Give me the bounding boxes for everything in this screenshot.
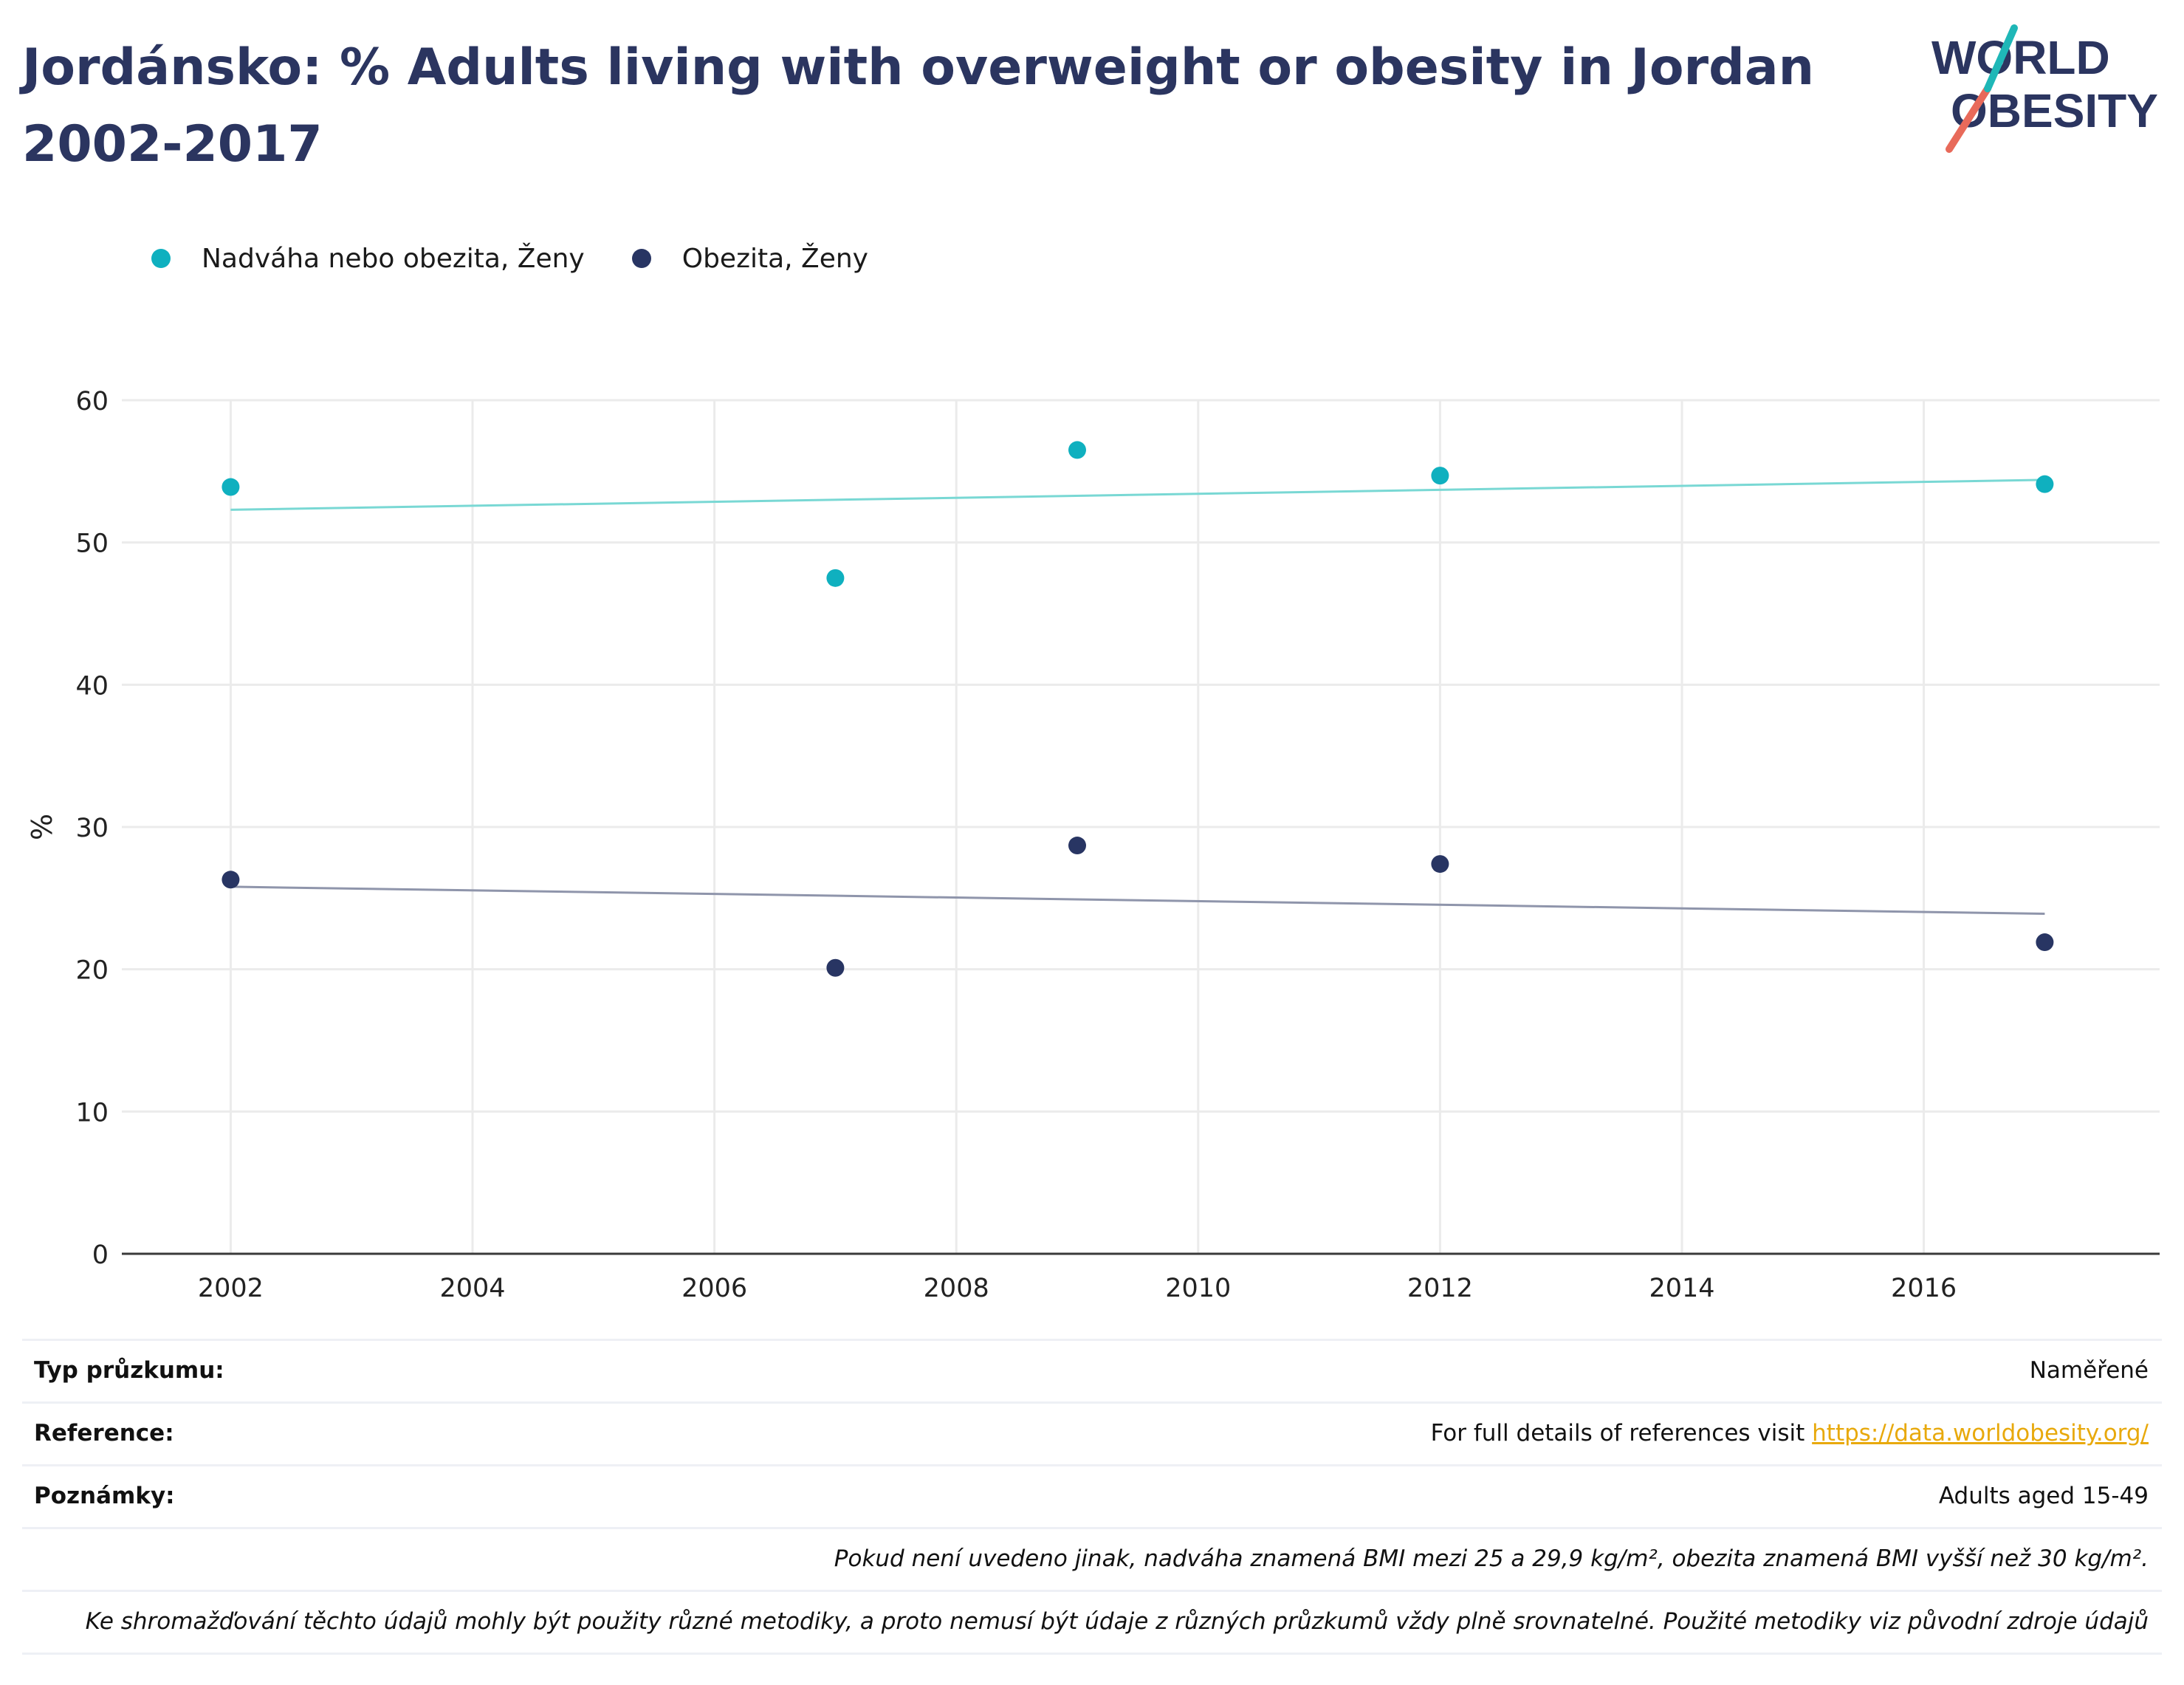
y-tick-label: 60 bbox=[75, 387, 109, 416]
x-tick-label: 2012 bbox=[1407, 1274, 1473, 1303]
info-row-bmi-note: Pokud není uvedeno jinak, nadváha znamen… bbox=[22, 1527, 2162, 1590]
survey-type-value: Naměřené bbox=[2029, 1357, 2149, 1384]
y-tick-label: 10 bbox=[75, 1098, 109, 1128]
chart-plot: 0 10 20 30 40 50 60 2002 2004 2006 2008 2010 2012 201… bbox=[26, 387, 2160, 1303]
survey-type-label: Typ průzkumu: bbox=[34, 1357, 224, 1384]
data-point bbox=[2036, 933, 2054, 952]
legend-label-obesity: Obezita, Ženy bbox=[681, 243, 868, 274]
x-tick-label: 2014 bbox=[1649, 1274, 1714, 1303]
y-tick-label: 40 bbox=[75, 671, 109, 701]
logo-slash-teal bbox=[1984, 24, 2018, 92]
info-table: Typ průzkumu: Naměřené Reference: For fu… bbox=[22, 1339, 2162, 1655]
y-axis-label: % bbox=[26, 814, 58, 840]
data-point bbox=[2036, 475, 2054, 493]
trend-line bbox=[230, 478, 2045, 511]
data-points bbox=[222, 441, 2054, 977]
info-row-reference: Reference: For full details of reference… bbox=[22, 1401, 2162, 1464]
reference-label: Reference: bbox=[34, 1420, 174, 1447]
legend: Nadváha nebo obezita, Ženy Obezita, Ženy bbox=[151, 240, 916, 277]
chart-title: Jordánsko: % Adults living with overweig… bbox=[22, 38, 1815, 174]
y-tick-label: 30 bbox=[75, 814, 109, 843]
methodology-note: Ke shromažďování těchto údajů mohly být … bbox=[85, 1608, 2149, 1635]
legend-item-overweight[interactable]: Nadváha nebo obezita, Ženy bbox=[151, 244, 585, 274]
bmi-definition-note: Pokud není uvedeno jinak, nadváha znamen… bbox=[834, 1545, 2149, 1572]
axes: 0 10 20 30 40 50 60 2002 2004 2006 2008 2010 2012 201… bbox=[75, 387, 2160, 1303]
info-row-notes: Poznámky: Adults aged 15-49 bbox=[22, 1464, 2162, 1527]
data-point bbox=[826, 958, 845, 977]
info-row-methods-note: Ke shromažďování těchto údajů mohly být … bbox=[22, 1590, 2162, 1655]
reference-text: For full details of references visit bbox=[1430, 1420, 1813, 1447]
logo-slash-red bbox=[1946, 85, 1991, 153]
data-point bbox=[1431, 467, 1449, 485]
notes-value: Adults aged 15-49 bbox=[1938, 1483, 2149, 1509]
x-tick-label: 2008 bbox=[924, 1274, 989, 1303]
legend-item-obesity[interactable]: Obezita, Ženy bbox=[631, 243, 868, 274]
y-tick-label: 20 bbox=[75, 956, 109, 986]
data-point bbox=[1068, 837, 1087, 855]
world-obesity-logo: WORLD OBESITY bbox=[1931, 24, 2158, 153]
data-point bbox=[826, 569, 845, 587]
notes-label: Poznámky: bbox=[34, 1483, 175, 1509]
trend-lines bbox=[230, 478, 2045, 916]
legend-marker-overweight bbox=[151, 249, 171, 268]
data-point bbox=[1431, 855, 1449, 874]
x-tick-label: 2016 bbox=[1891, 1274, 1957, 1303]
legend-label-overweight: Nadváha nebo obezita, Ženy bbox=[202, 243, 585, 274]
x-tick-label: 2006 bbox=[681, 1274, 747, 1303]
x-tick-label: 2004 bbox=[439, 1274, 505, 1303]
x-tick-label: 2002 bbox=[198, 1274, 264, 1303]
reference-link[interactable]: https://data.worldobesity.org/ bbox=[1812, 1420, 2149, 1447]
info-row-survey-type: Typ průzkumu: Naměřené bbox=[22, 1339, 2162, 1401]
grid-lines bbox=[122, 399, 2160, 1254]
y-tick-label: 0 bbox=[92, 1240, 109, 1270]
logo-text-world: WORLD bbox=[1931, 31, 2110, 84]
data-point bbox=[222, 478, 240, 496]
data-point bbox=[1068, 441, 1087, 459]
legend-marker-obesity bbox=[631, 249, 651, 268]
data-point bbox=[222, 871, 240, 889]
trend-line bbox=[230, 885, 2045, 916]
reference-value: For full details of references visit htt… bbox=[1431, 1420, 2149, 1447]
y-tick-label: 50 bbox=[75, 529, 109, 559]
x-tick-label: 2010 bbox=[1165, 1274, 1231, 1303]
